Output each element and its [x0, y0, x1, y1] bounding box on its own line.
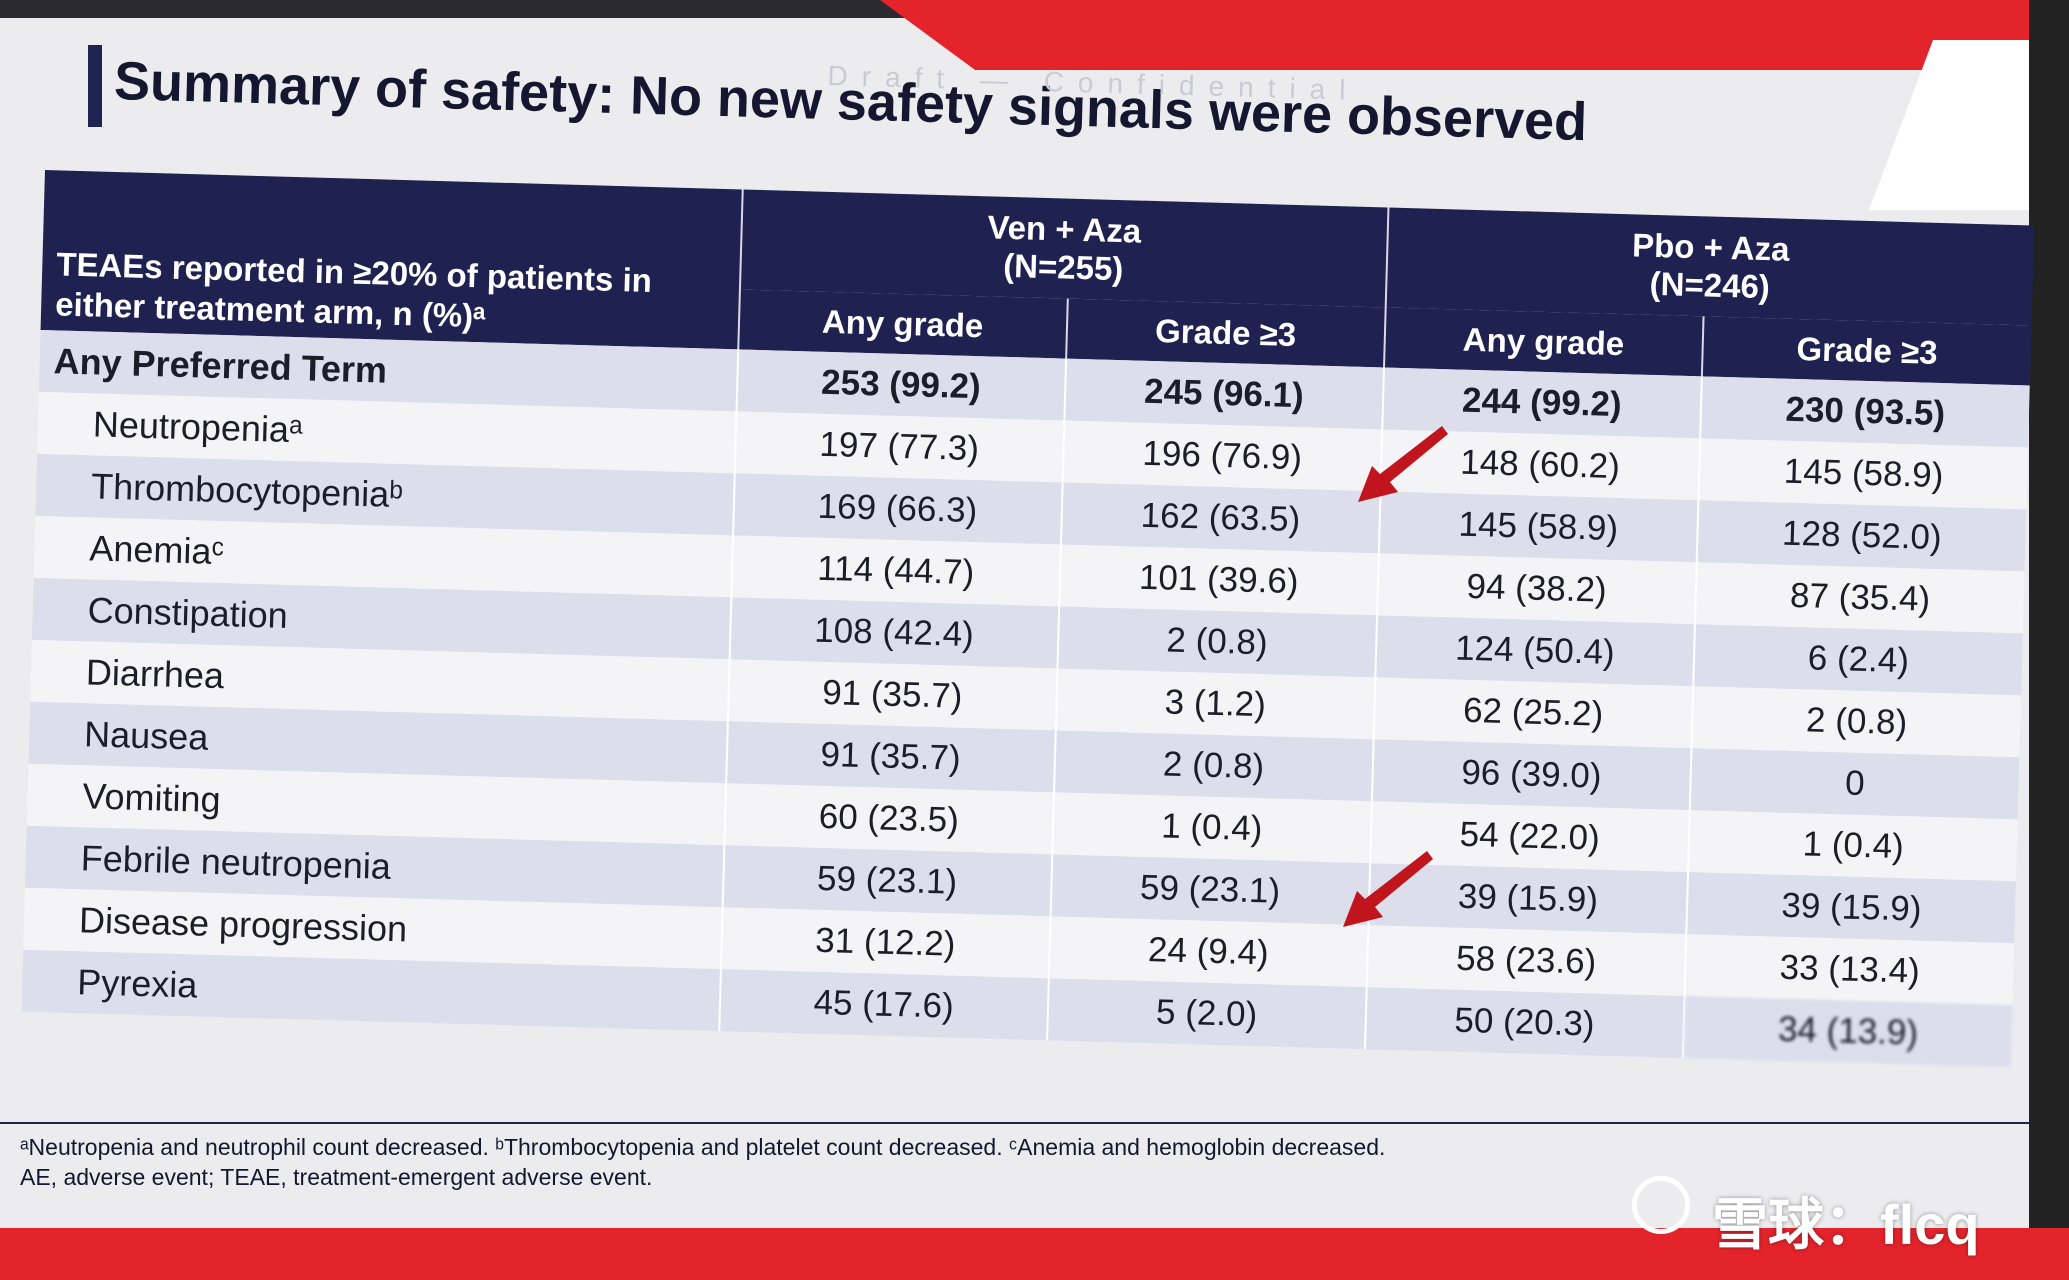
- cell-ven-any: 31 (12.2): [720, 907, 1051, 979]
- cell-ven-any: 169 (66.3): [732, 473, 1063, 545]
- footnote-line-1: ᵃNeutropenia and neutrophil count decrea…: [20, 1134, 1386, 1160]
- cell-pbo-g3: 1 (0.4): [1687, 810, 2018, 882]
- cell-ven-g3: 245 (96.1): [1064, 358, 1384, 430]
- cell-ven-g3: 162 (63.5): [1060, 482, 1381, 554]
- title-accent-bar: [88, 45, 102, 127]
- cell-ven-g3: 2 (0.8): [1057, 606, 1377, 678]
- cell-pbo-g3: 0: [1689, 748, 2020, 820]
- cell-ven-any: 114 (44.7): [730, 535, 1061, 607]
- cell-ven-any: 45 (17.6): [718, 969, 1049, 1041]
- arm2-header: Pbo + Aza (N=246): [1385, 207, 2035, 326]
- cell-ven-any: 59 (23.1): [722, 845, 1053, 917]
- arm1-any-grade-header: Any grade: [737, 289, 1068, 359]
- cell-pbo-g3: 33 (13.4): [1684, 934, 2015, 1006]
- cell-ven-any: 197 (77.3): [734, 411, 1065, 483]
- cell-ven-any: 91 (35.7): [727, 659, 1058, 731]
- cell-ven-g3: 196 (76.9): [1062, 420, 1383, 492]
- cell-ven-g3: 59 (23.1): [1050, 854, 1370, 926]
- cell-pbo-any: 58 (23.6): [1366, 925, 1687, 997]
- cell-ven-g3: 3 (1.2): [1055, 668, 1376, 740]
- footnotes: ᵃNeutropenia and neutrophil count decrea…: [20, 1132, 1385, 1192]
- cell-ven-any: 108 (42.4): [729, 597, 1059, 669]
- cell-pbo-any: 96 (39.0): [1371, 739, 1692, 811]
- arrow-icon: [1358, 426, 1448, 502]
- snowball-logo-icon: [1632, 1176, 1690, 1234]
- cell-pbo-g3: 87 (35.4): [1694, 562, 2025, 634]
- footnote-line-2: AE, adverse event; TEAE, treatment-emerg…: [20, 1164, 653, 1190]
- cell-pbo-any: 62 (25.2): [1373, 677, 1693, 749]
- cell-ven-any: 253 (99.2): [736, 349, 1066, 421]
- cell-ven-any: 91 (35.7): [725, 721, 1056, 793]
- cell-ven-g3: 1 (0.4): [1052, 792, 1372, 864]
- arrow-icon: [1343, 851, 1433, 927]
- cell-pbo-any: 124 (50.4): [1375, 615, 1695, 687]
- cell-ven-g3: 101 (39.6): [1058, 544, 1379, 616]
- site-watermark: 雪球：flcq: [1712, 1193, 1980, 1256]
- cell-pbo-any: 94 (38.2): [1376, 553, 1697, 625]
- cell-pbo-g3: 2 (0.8): [1691, 686, 2022, 758]
- cell-pbo-g3: 230 (93.5): [1699, 376, 2030, 448]
- bottom-red-band: [0, 1228, 2069, 1280]
- cell-ven-g3: 24 (9.4): [1048, 916, 1369, 988]
- cell-pbo-any: 50 (20.3): [1364, 987, 1685, 1059]
- arm1-grade3-header: Grade ≥3: [1065, 298, 1386, 368]
- cell-ven-g3: 2 (0.8): [1053, 730, 1374, 802]
- cell-pbo-g3: 128 (52.0): [1696, 500, 2027, 572]
- safety-table: TEAEs reported in ≥20% of patients in ei…: [21, 170, 2035, 1068]
- stub-header: TEAEs reported in ≥20% of patients in ei…: [40, 170, 743, 350]
- cell-pbo-g3: 6 (2.4): [1692, 624, 2023, 696]
- cell-pbo-g3: 39 (15.9): [1686, 872, 2016, 944]
- arm2-grade3-header: Grade ≥3: [1701, 316, 2032, 386]
- arm2-any-grade-header: Any grade: [1383, 307, 1704, 377]
- safety-table-wrapper: TEAEs reported in ≥20% of patients in ei…: [21, 170, 2035, 1068]
- footnote-rule: [0, 1122, 2030, 1124]
- arm1-header: Ven + Aza (N=255): [739, 189, 1389, 308]
- cell-ven-g3: 5 (2.0): [1046, 978, 1367, 1050]
- cell-pbo-g3: 145 (58.9): [1698, 438, 2029, 510]
- right-edge: [2029, 0, 2069, 1280]
- top-red-band: [880, 0, 2069, 70]
- cell-pbo-g3: 34 (13.9): [1682, 996, 2013, 1068]
- cell-ven-any: 60 (23.5): [723, 783, 1054, 855]
